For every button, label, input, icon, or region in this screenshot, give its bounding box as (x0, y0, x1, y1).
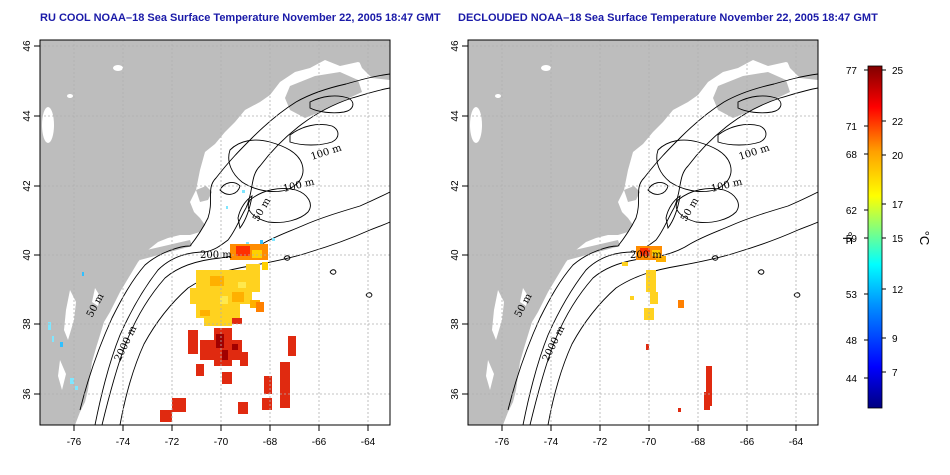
y-tick-label: 42 (22, 180, 33, 192)
left-map-panel: -76 -74 -72 -70 -68 -66 -64 36 38 40 42 … (22, 39, 391, 448)
y-tick-label: 36 (450, 388, 461, 400)
x-tick-label: -76 (67, 437, 82, 448)
celsius-tick: 22 (892, 117, 904, 128)
right-map-title: DECLOUDED NOAA–18 Sea Surface Temperatur… (458, 12, 878, 24)
right-map-panel: -76 -74 -72 -70 -68 -66 -64 36 38 40 42 … (450, 39, 819, 448)
celsius-tick: 25 (892, 66, 904, 77)
x-tick-label: -74 (544, 437, 559, 448)
y-tick-label: 38 (22, 318, 33, 330)
celsius-tick: 15 (892, 234, 904, 245)
celsius-tick: 20 (892, 151, 904, 162)
x-tick-label: -72 (593, 437, 608, 448)
y-tick-label: 42 (450, 180, 461, 192)
right-grid (468, 40, 818, 425)
left-y-tick-labels: 36 38 40 42 44 46 (22, 40, 33, 400)
celsius-tick-labels: 25 22 20 17 15 12 9 7 (892, 66, 904, 379)
left-map-title: RU COOL NOAA–18 Sea Surface Temperature … (40, 12, 441, 24)
x-tick-label: -74 (116, 437, 131, 448)
fahrenheit-tick: 44 (846, 374, 858, 385)
y-tick-label: 38 (450, 318, 461, 330)
y-tick-label: 40 (22, 249, 33, 261)
fahrenheit-tick: 68 (846, 150, 858, 161)
x-tick-label: -64 (361, 437, 376, 448)
y-tick-label: 40 (450, 249, 461, 261)
y-tick-label: 36 (22, 388, 33, 400)
celsius-tick: 12 (892, 285, 904, 296)
x-tick-label: -66 (312, 437, 327, 448)
fahrenheit-tick: 62 (846, 206, 858, 217)
fahrenheit-tick-labels: 77 71 68 62 59 53 48 44 (846, 66, 858, 385)
right-x-tick-labels: -76 -74 -72 -70 -68 -66 -64 (495, 437, 804, 448)
x-tick-label: -64 (789, 437, 804, 448)
fahrenheit-tick: 77 (846, 66, 858, 77)
x-tick-label: -66 (740, 437, 755, 448)
celsius-tick: 9 (892, 334, 898, 345)
x-tick-label: -70 (214, 437, 229, 448)
left-x-tick-labels: -76 -74 -72 -70 -68 -66 -64 (67, 437, 376, 448)
colorbar-gradient (867, 65, 883, 409)
temperature-colorbar: 77 71 68 62 59 53 48 44 25 22 20 17 15 1… (840, 65, 932, 409)
y-tick-label: 46 (450, 40, 461, 52)
y-tick-label: 44 (450, 110, 461, 122)
x-tick-label: -76 (495, 437, 510, 448)
left-grid (40, 40, 390, 425)
celsius-unit-label: °C (917, 231, 932, 246)
celsius-tick: 7 (892, 368, 898, 379)
fahrenheit-tick: 48 (846, 336, 858, 347)
fahrenheit-tick: 71 (846, 122, 858, 133)
x-tick-label: -70 (642, 437, 657, 448)
left-sst-data (48, 190, 296, 422)
celsius-tick: 17 (892, 200, 904, 211)
x-tick-label: -72 (165, 437, 180, 448)
fahrenheit-tick: 59 (846, 234, 858, 245)
contour-label: 200 m (200, 250, 232, 261)
x-tick-label: -68 (263, 437, 278, 448)
y-tick-label: 46 (22, 40, 33, 52)
right-y-tick-labels: 36 38 40 42 44 46 (450, 40, 461, 400)
fahrenheit-unit-label: °F (840, 231, 855, 244)
x-tick-label: -68 (691, 437, 706, 448)
contour-label: 200 m (630, 250, 662, 261)
fahrenheit-tick: 53 (846, 290, 858, 301)
y-tick-label: 44 (22, 110, 33, 122)
